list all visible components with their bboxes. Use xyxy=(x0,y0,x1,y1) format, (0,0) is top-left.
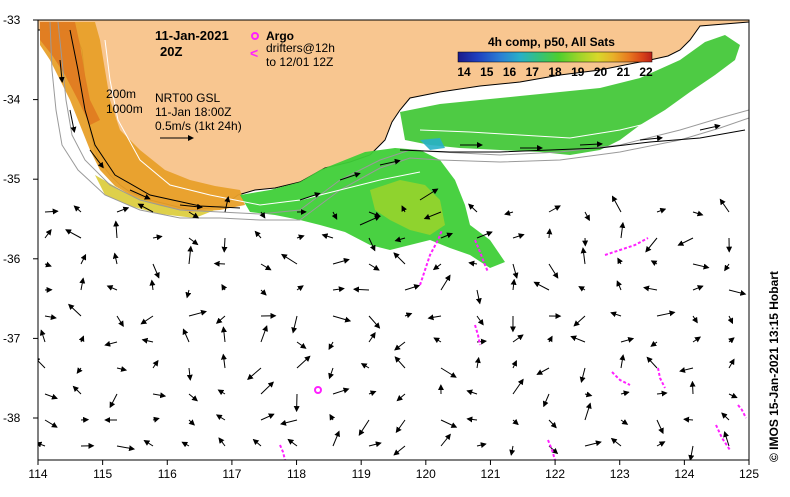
colorbar-tick-label: 15 xyxy=(480,65,494,79)
colorbar-title: 4h comp, p50, All Sats xyxy=(488,35,615,49)
y-tick-label: -37 xyxy=(3,331,21,345)
model-name: NRT00 GSL xyxy=(155,91,220,105)
drifter-legend-icon: < xyxy=(250,45,258,61)
x-tick-label: 123 xyxy=(610,467,630,481)
x-tick-label: 117 xyxy=(222,467,241,481)
x-tick-label: 116 xyxy=(158,467,177,481)
map-date: 11-Jan-2021 xyxy=(155,28,229,43)
drifter-legend-sub: to 12/01 12Z xyxy=(266,55,333,69)
x-tick-label: 121 xyxy=(480,467,500,481)
colorbar-tick-label: 21 xyxy=(617,65,631,79)
y-tick-label: -38 xyxy=(3,411,21,425)
scale-label: 0.5m/s (1kt 24h) xyxy=(155,119,242,133)
colorbar-tick-label: 16 xyxy=(503,65,517,79)
credit-text: © IMOS 15-Jan-2021 13:15 Hobart xyxy=(767,271,781,462)
x-tick-label: 125 xyxy=(739,467,759,481)
y-tick-label: -35 xyxy=(3,172,21,186)
colorbar-tick-label: 19 xyxy=(571,65,585,79)
x-tick-label: 122 xyxy=(545,467,565,481)
colorbar xyxy=(458,52,652,62)
colorbar-tick-label: 22 xyxy=(639,65,653,79)
colorbar-tick-label: 20 xyxy=(594,65,608,79)
depth-200m-label: 200m xyxy=(106,87,136,101)
map-time: 20Z xyxy=(160,44,182,59)
drifter-legend-label: drifters@12h xyxy=(266,41,335,55)
depth-1000m-label: 1000m xyxy=(106,102,143,116)
y-tick-label: -33 xyxy=(3,13,21,27)
y-tick-label: -34 xyxy=(3,93,21,107)
y-axis: -33 -34 -35 -36 -37 -38 xyxy=(3,13,38,425)
colorbar-ticks: 14 15 16 17 18 19 20 21 22 xyxy=(457,65,653,79)
x-axis: 114 115 116 117 118 119 120 121 122 123 124 125 xyxy=(28,460,759,481)
colorbar-tick-label: 14 xyxy=(457,65,471,79)
colorbar-tick-label: 17 xyxy=(526,65,540,79)
colorbar-tick-label: 18 xyxy=(548,65,562,79)
x-tick-label: 119 xyxy=(352,467,371,481)
x-tick-label: 118 xyxy=(287,467,306,481)
model-time: 11-Jan 18:00Z xyxy=(155,105,232,119)
x-tick-label: 115 xyxy=(93,467,112,481)
x-tick-label: 124 xyxy=(674,467,694,481)
current-vector xyxy=(692,382,693,394)
y-tick-label: -36 xyxy=(3,252,21,266)
x-tick-label: 120 xyxy=(416,467,436,481)
x-tick-label: 114 xyxy=(28,467,47,481)
